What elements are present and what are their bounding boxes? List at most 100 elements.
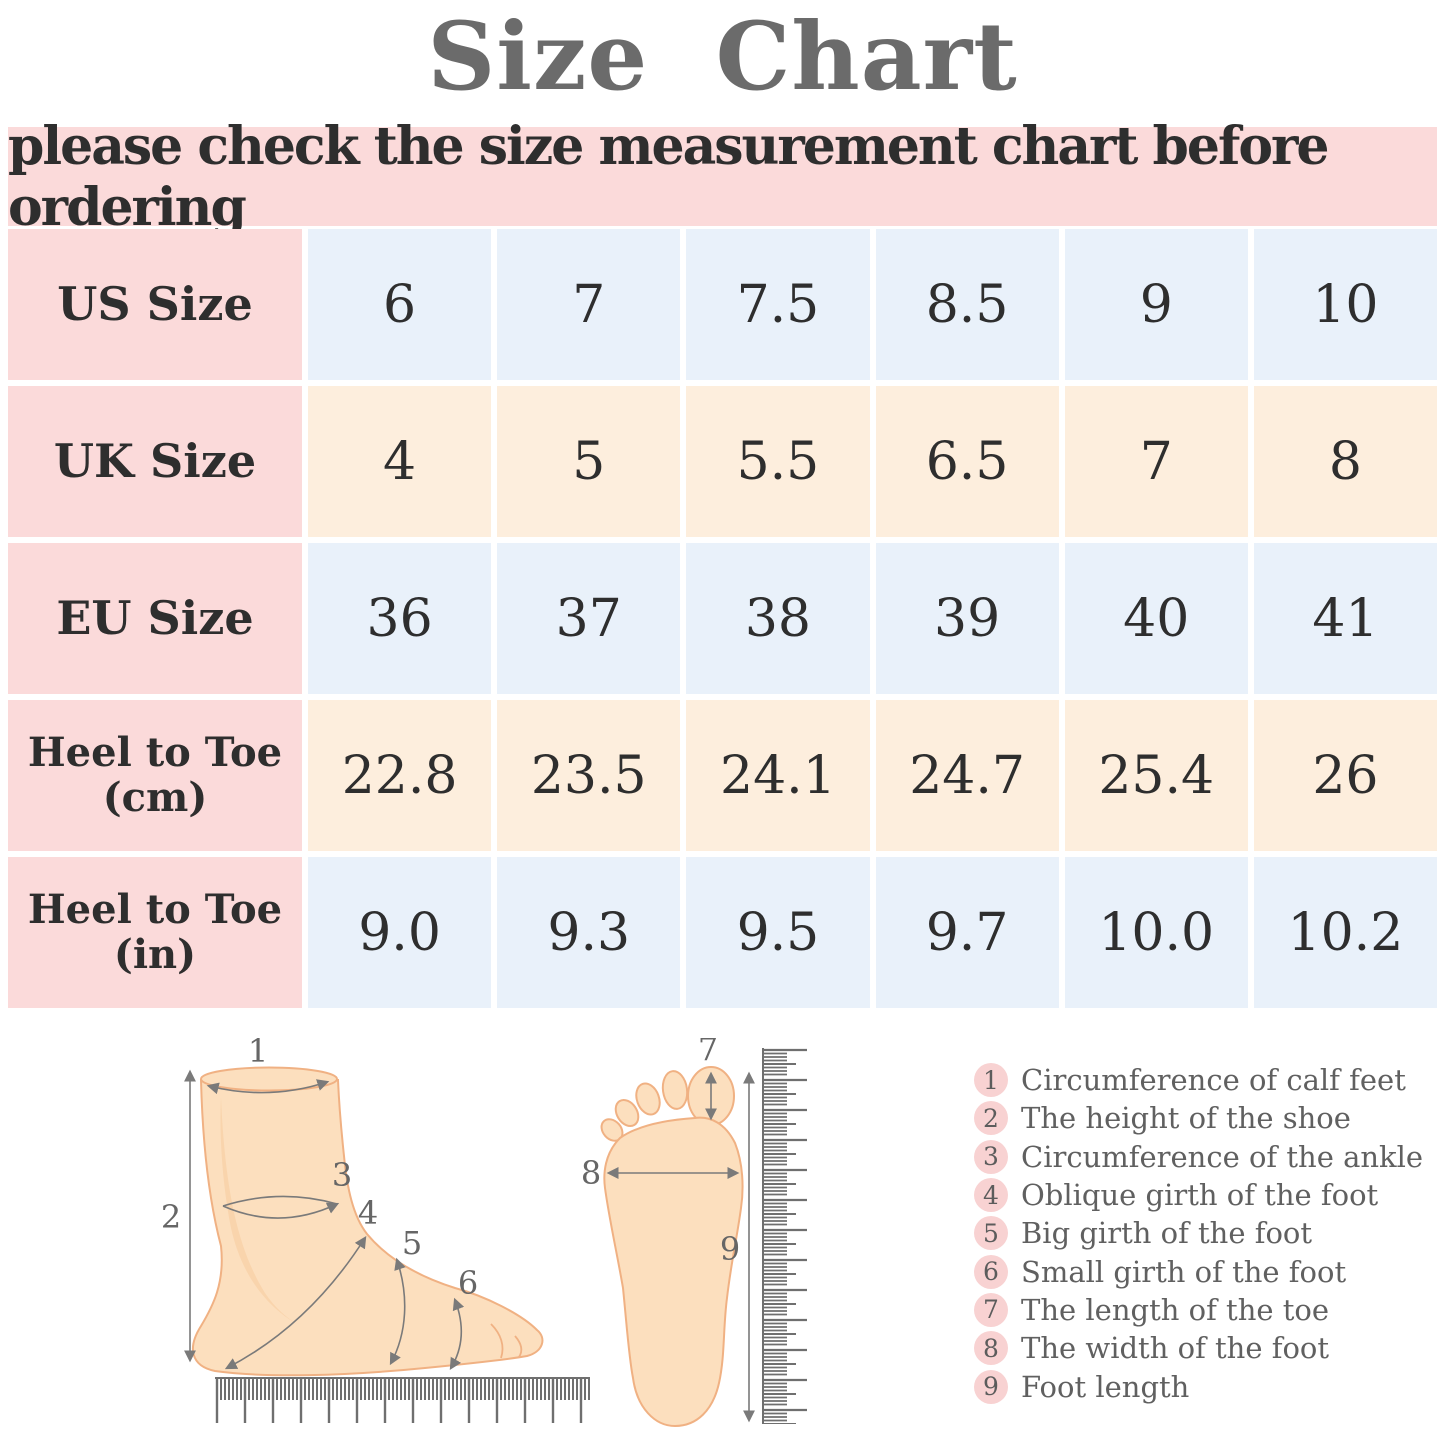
row-header-heel-to-toe-cm: Heel to Toe (cm) xyxy=(8,700,302,851)
ruler-ticks xyxy=(762,1048,808,1424)
legend-number-badge: 4 xyxy=(974,1178,1008,1213)
toe-crease-line xyxy=(514,1335,523,1358)
marker-1: 1 xyxy=(248,1038,268,1070)
marker-2: 2 xyxy=(161,1198,181,1236)
row-label: Heel to Toe xyxy=(27,728,283,776)
row-header-uk-size: UK Size xyxy=(8,386,302,537)
legend-item: 3 Circumference of the ankle xyxy=(974,1138,1423,1176)
table-cell: 4 xyxy=(308,386,492,537)
marker-6: 6 xyxy=(458,1264,478,1302)
table-cell: 10.2 xyxy=(1253,857,1437,1008)
legend-item: 5 Big girth of the foot xyxy=(974,1214,1414,1252)
legend-item: 4 Oblique girth of the foot xyxy=(974,1176,1414,1214)
table-cell: 41 xyxy=(1253,543,1437,694)
table-cell: 24.1 xyxy=(686,700,870,851)
table-cell: 39 xyxy=(875,543,1059,694)
legend-item: 1 Circumference of calf feet xyxy=(974,1061,1414,1099)
legend-item: 6 Small girth of the foot xyxy=(974,1252,1414,1290)
legend-number-badge: 7 xyxy=(974,1292,1008,1327)
table-cell: 9.0 xyxy=(308,857,492,1008)
measure-arc-oblique xyxy=(224,1235,367,1370)
measure-arc-big-girth xyxy=(389,1257,406,1366)
table-cell: 5 xyxy=(497,386,681,537)
ruler-ticks xyxy=(215,1377,590,1425)
measurement-legend: 1 Circumference of calf feet 2 The heigh… xyxy=(974,1061,1423,1406)
foot-sole-illustration xyxy=(600,1066,744,1428)
horizontal-ruler xyxy=(215,1377,590,1425)
table-cell: 10.0 xyxy=(1064,857,1248,1008)
fourth-toe xyxy=(614,1098,640,1128)
toe-crease-line xyxy=(490,1323,504,1359)
legend-number-badge: 9 xyxy=(974,1369,1008,1404)
legend-number-badge: 6 xyxy=(974,1254,1008,1289)
page-title: Size Chart xyxy=(427,2,1018,112)
legend-label: Small girth of the foot xyxy=(1021,1254,1347,1289)
legend-label: Circumference of the ankle xyxy=(1021,1139,1424,1174)
marker-5: 5 xyxy=(402,1224,422,1262)
table-cell: 36 xyxy=(308,543,492,694)
table-cell: 26 xyxy=(1253,700,1437,851)
row-label: EU Size xyxy=(56,590,254,645)
table-cell: 23.5 xyxy=(497,700,681,851)
table-cell: 6 xyxy=(308,229,492,380)
table-cell: 9.7 xyxy=(875,857,1059,1008)
legend-label: Foot length xyxy=(1021,1369,1190,1404)
legend-label: The length of the toe xyxy=(1021,1292,1330,1327)
legend-item: 2 The height of the shoe xyxy=(974,1099,1414,1137)
marker-3: 3 xyxy=(332,1156,352,1194)
table-cell: 9.5 xyxy=(686,857,870,1008)
legend-label: Big girth of the foot xyxy=(1021,1216,1313,1251)
legend-label: Oblique girth of the foot xyxy=(1021,1178,1379,1213)
foot-side-diagram: 1 2 3 4 5 6 xyxy=(161,1038,590,1425)
calf-top-ellipse xyxy=(200,1066,338,1092)
table-cell: 7 xyxy=(497,229,681,380)
table-cell: 7.5 xyxy=(686,229,870,380)
row-label-sub: (in) xyxy=(113,930,197,978)
legend-label: The height of the shoe xyxy=(1021,1101,1351,1136)
row-label-sub: (cm) xyxy=(102,773,208,821)
row-label: US Size xyxy=(57,276,253,331)
table-cell: 5.5 xyxy=(686,386,870,537)
vertical-ruler xyxy=(762,1048,808,1424)
foot-sole-diagram: 7 8 9 xyxy=(581,1038,808,1428)
legend-item: 8 The width of the foot xyxy=(974,1329,1414,1367)
table-cell: 24.7 xyxy=(875,700,1059,851)
table-cell: 22.8 xyxy=(308,700,492,851)
notice-banner: please check the size measurement chart … xyxy=(8,116,1437,238)
table-cell: 38 xyxy=(686,543,870,694)
table-cell: 8.5 xyxy=(875,229,1059,380)
table-cell: 10 xyxy=(1253,229,1437,380)
table-cell: 37 xyxy=(497,543,681,694)
legend-item: 7 The length of the toe xyxy=(974,1291,1414,1329)
sole-shape xyxy=(603,1116,744,1428)
table-cell: 40 xyxy=(1064,543,1248,694)
side-measurements xyxy=(184,1069,465,1371)
legend-number-badge: 3 xyxy=(974,1139,1008,1174)
legend-number-badge: 2 xyxy=(974,1101,1008,1136)
measure-arc-ankle-upper xyxy=(222,1195,338,1207)
legend-label: The width of the foot xyxy=(1021,1331,1330,1366)
legend-number-badge: 8 xyxy=(974,1331,1008,1366)
marker-9: 9 xyxy=(720,1230,740,1268)
third-toe xyxy=(635,1082,661,1116)
measure-arc-ankle-lower xyxy=(222,1202,340,1219)
row-header-heel-to-toe-in: Heel to Toe (in) xyxy=(8,857,302,1008)
side-marker-labels: 1 2 3 4 5 6 xyxy=(161,1038,478,1302)
row-label: Heel to Toe xyxy=(27,885,283,933)
table-cell: 7 xyxy=(1064,386,1248,537)
sole-measurements xyxy=(606,1071,755,1423)
row-header-eu-size: EU Size xyxy=(8,543,302,694)
sole-marker-labels: 7 8 9 xyxy=(581,1038,740,1268)
measure-arc-calf xyxy=(206,1079,330,1095)
marker-8: 8 xyxy=(581,1154,601,1192)
row-label: UK Size xyxy=(53,433,257,488)
measure-arc-small-girth xyxy=(449,1297,465,1371)
legend-number-badge: 1 xyxy=(974,1063,1008,1098)
table-cell: 9.3 xyxy=(497,857,681,1008)
legend-number-badge: 5 xyxy=(974,1216,1008,1251)
table-cell: 25.4 xyxy=(1064,700,1248,851)
marker-4: 4 xyxy=(358,1194,378,1232)
marker-7: 7 xyxy=(698,1038,718,1068)
row-header-us-size: US Size xyxy=(8,229,302,380)
